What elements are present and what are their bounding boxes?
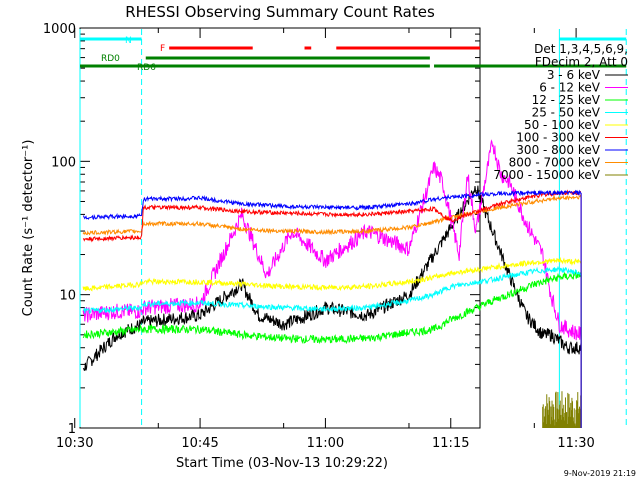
x-tick-label: 11:30: [557, 436, 594, 451]
x-tick-label: 11:15: [432, 436, 469, 451]
legend-label: 7000 - 15000 keV: [493, 168, 600, 182]
y-tick-label: 1: [68, 422, 76, 437]
legend-label: 6 - 12 keV: [539, 81, 601, 95]
series-line: [82, 194, 582, 236]
legend-label: 100 - 300 keV: [516, 131, 600, 145]
flag-label: N: [125, 36, 132, 46]
flag-label: RD6: [137, 63, 156, 73]
timestamp: 9-Nov-2019 21:19: [564, 469, 636, 478]
x-tick-label: 11:00: [307, 436, 344, 451]
y-tick-label: 1000: [43, 22, 76, 37]
series-line: [82, 256, 582, 292]
y-tick-label: 100: [51, 155, 76, 170]
flag-bars: N F RD0 RD6: [80, 36, 627, 73]
series-line: [83, 189, 582, 221]
legend-label: 50 - 100 keV: [524, 118, 601, 132]
legend-label: 800 - 7000 keV: [509, 156, 601, 170]
legend-label: 12 - 25 keV: [532, 93, 601, 107]
legend-label: 25 - 50 keV: [532, 106, 601, 120]
series-layer: [82, 139, 582, 428]
y-tick-labels: 1 10 100 1000: [43, 22, 76, 437]
x-tick-label: 10:45: [181, 436, 218, 451]
vertical-markers: [79, 29, 627, 427]
series-line: [82, 270, 582, 345]
flag-label: F: [160, 44, 165, 54]
series-line: [82, 265, 582, 315]
chart-title: RHESSI Observing Summary Count Rates: [125, 3, 435, 21]
x-axis-label: Start Time (03-Nov-13 10:29:22): [176, 456, 388, 471]
legend-label: 3 - 6 keV: [547, 68, 601, 82]
series-line: [82, 185, 582, 371]
flag-label: RD0: [101, 54, 120, 64]
y-axis-label: Count Rate (s⁻¹ detector⁻¹): [21, 140, 36, 317]
legend-header-line-1: Det 1,3,4,5,6,9,: [534, 42, 628, 56]
x-tick-label: 10:30: [56, 436, 93, 451]
legend-label: 300 - 800 keV: [516, 143, 600, 157]
legend-header-line-2: FDecim 2, Att 0: [535, 55, 628, 69]
y-tick-label: 10: [59, 289, 76, 304]
series-line: [82, 189, 581, 243]
